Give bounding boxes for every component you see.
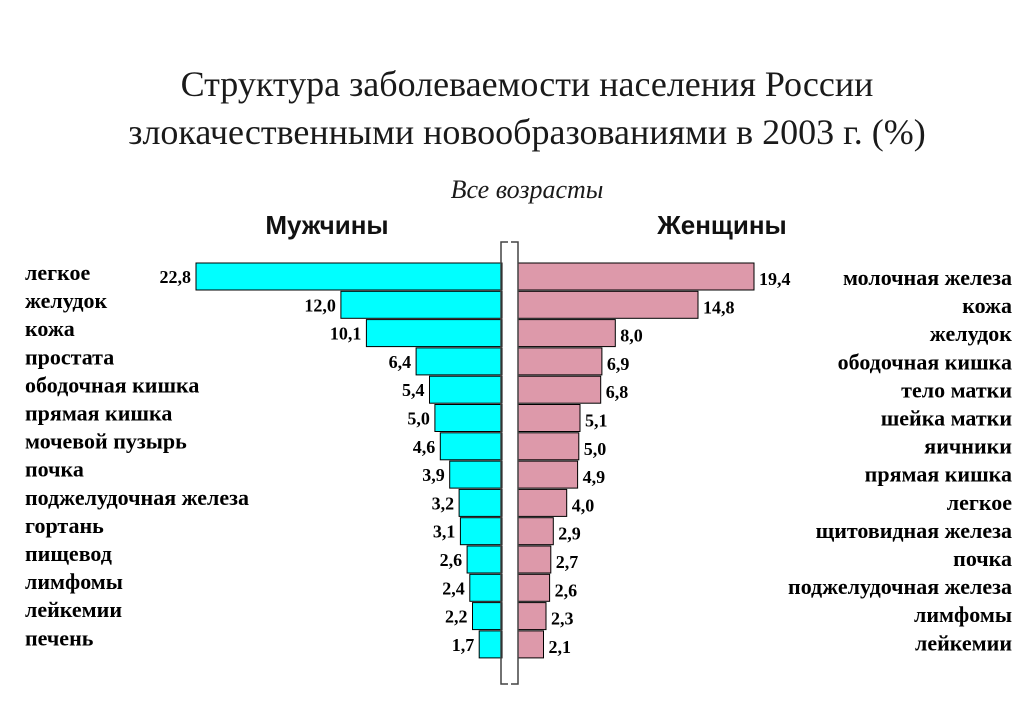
women-category-label: тело матки bbox=[901, 377, 1012, 402]
left-axis-bracket bbox=[500, 241, 508, 685]
men-value-label: 12,0 bbox=[304, 295, 336, 315]
women-category-label: лимфомы bbox=[914, 602, 1012, 627]
men-heading: Мужчины bbox=[265, 210, 388, 240]
men-category-label: мочевой пузырь bbox=[25, 429, 187, 454]
women-bar bbox=[517, 460, 579, 489]
women-bar bbox=[517, 290, 699, 319]
men-bar bbox=[478, 630, 503, 659]
men-value-labels: 22,8 12,0 10,1 6,4 5,4 5,0 4,6 3,9 3,2 3,1 2,6 2,4 2… bbox=[160, 267, 475, 655]
women-value-label: 2,6 bbox=[555, 580, 578, 600]
men-category-labels: легкое желудок кожа простата ободочная кишка… bbox=[25, 260, 249, 650]
women-value-label: 2,9 bbox=[558, 524, 581, 544]
men-value-label: 5,0 bbox=[407, 409, 430, 429]
women-value-label: 6,8 bbox=[606, 382, 629, 402]
women-value-label: 2,7 bbox=[556, 552, 579, 572]
men-bar bbox=[365, 319, 503, 348]
men-bar bbox=[439, 432, 503, 461]
men-value-label: 6,4 bbox=[389, 352, 412, 372]
women-value-label: 14,8 bbox=[703, 297, 735, 317]
women-category-label: кожа bbox=[962, 293, 1012, 318]
women-bar bbox=[517, 319, 616, 348]
chart-title-line2: злокачественными новообразованиями в 200… bbox=[128, 112, 926, 152]
men-value-label: 2,2 bbox=[445, 607, 468, 627]
men-bar bbox=[466, 545, 503, 574]
women-category-label: щитовидная железа bbox=[816, 518, 1012, 543]
men-value-label: 22,8 bbox=[160, 267, 192, 287]
women-category-label: яичники bbox=[924, 434, 1012, 459]
women-value-label: 4,0 bbox=[572, 495, 595, 515]
men-bar bbox=[459, 517, 503, 546]
men-value-label: 3,9 bbox=[422, 465, 445, 485]
men-value-label: 1,7 bbox=[452, 635, 475, 655]
men-bars-group bbox=[195, 262, 503, 659]
men-bar bbox=[472, 602, 503, 631]
women-heading: Женщины bbox=[656, 210, 787, 240]
women-value-label: 4,9 bbox=[583, 467, 606, 487]
women-category-label: молочная железа bbox=[843, 265, 1012, 290]
women-value-labels: 19,4 14,8 8,0 6,9 6,8 5,1 5,0 4,9 4,0 2,9 2,7 2,6 2,… bbox=[549, 269, 791, 657]
men-category-label: лейкемии bbox=[25, 597, 122, 622]
men-bar bbox=[434, 404, 503, 432]
chart-title-line1: Структура заболеваемости населения Росси… bbox=[181, 64, 874, 104]
women-value-label: 8,0 bbox=[620, 326, 643, 346]
chart-subtitle: Все возрасты bbox=[451, 175, 604, 204]
women-category-label: легкое bbox=[947, 490, 1012, 515]
women-bar bbox=[517, 517, 554, 546]
women-category-label: шейка матки bbox=[881, 406, 1013, 431]
women-value-label: 5,1 bbox=[585, 411, 608, 431]
men-value-label: 10,1 bbox=[330, 324, 362, 344]
women-bar bbox=[517, 404, 581, 432]
men-value-label: 5,4 bbox=[402, 380, 425, 400]
men-category-label: желудок bbox=[25, 288, 108, 313]
men-value-label: 2,4 bbox=[442, 578, 465, 598]
right-axis-bracket bbox=[511, 241, 519, 685]
women-category-label: поджелудочная железа bbox=[788, 574, 1012, 599]
women-bar bbox=[517, 630, 544, 659]
women-bar bbox=[517, 262, 755, 291]
men-bar bbox=[469, 573, 503, 602]
men-category-label: кожа bbox=[25, 316, 75, 341]
women-value-label: 5,0 bbox=[584, 439, 607, 459]
men-category-label: ободочная кишка bbox=[25, 372, 199, 397]
women-category-labels: молочная железа кожа желудок ободочная кишк… bbox=[788, 265, 1012, 655]
women-bar bbox=[517, 602, 547, 631]
women-bar bbox=[517, 375, 602, 404]
women-bar bbox=[517, 488, 568, 517]
women-bar bbox=[517, 545, 552, 574]
women-bar bbox=[517, 573, 551, 602]
women-bar bbox=[517, 347, 603, 376]
men-value-label: 3,1 bbox=[433, 522, 456, 542]
women-category-label: лейкемии bbox=[915, 630, 1012, 655]
men-category-label: гортань bbox=[25, 513, 104, 538]
women-category-label: желудок bbox=[930, 321, 1013, 346]
men-category-label: печень bbox=[25, 625, 94, 650]
women-bar bbox=[517, 432, 580, 461]
men-bar bbox=[458, 488, 503, 517]
men-bar bbox=[449, 460, 503, 489]
men-category-label: легкое bbox=[25, 260, 90, 285]
men-bar bbox=[429, 375, 503, 404]
men-bar bbox=[415, 347, 503, 376]
men-category-label: поджелудочная железа bbox=[25, 485, 249, 510]
men-value-label: 3,2 bbox=[432, 493, 455, 513]
women-value-label: 6,9 bbox=[607, 354, 630, 374]
women-category-label: ободочная кишка bbox=[838, 349, 1012, 374]
women-bars-group bbox=[517, 262, 755, 659]
men-bar bbox=[340, 290, 503, 319]
men-value-label: 2,6 bbox=[440, 550, 463, 570]
women-value-label: 2,3 bbox=[551, 609, 574, 629]
women-value-label: 19,4 bbox=[759, 269, 791, 289]
women-category-label: почка bbox=[953, 546, 1012, 571]
men-category-label: лимфомы bbox=[25, 569, 123, 594]
men-category-label: почка bbox=[25, 457, 84, 482]
women-value-label: 2,1 bbox=[549, 637, 572, 657]
men-category-label: простата bbox=[25, 344, 114, 369]
men-value-label: 4,6 bbox=[413, 437, 436, 457]
women-category-label: прямая кишка bbox=[865, 462, 1012, 487]
men-category-label: пищевод bbox=[25, 541, 112, 566]
men-bar bbox=[195, 262, 503, 291]
men-category-label: прямая кишка bbox=[25, 401, 172, 426]
